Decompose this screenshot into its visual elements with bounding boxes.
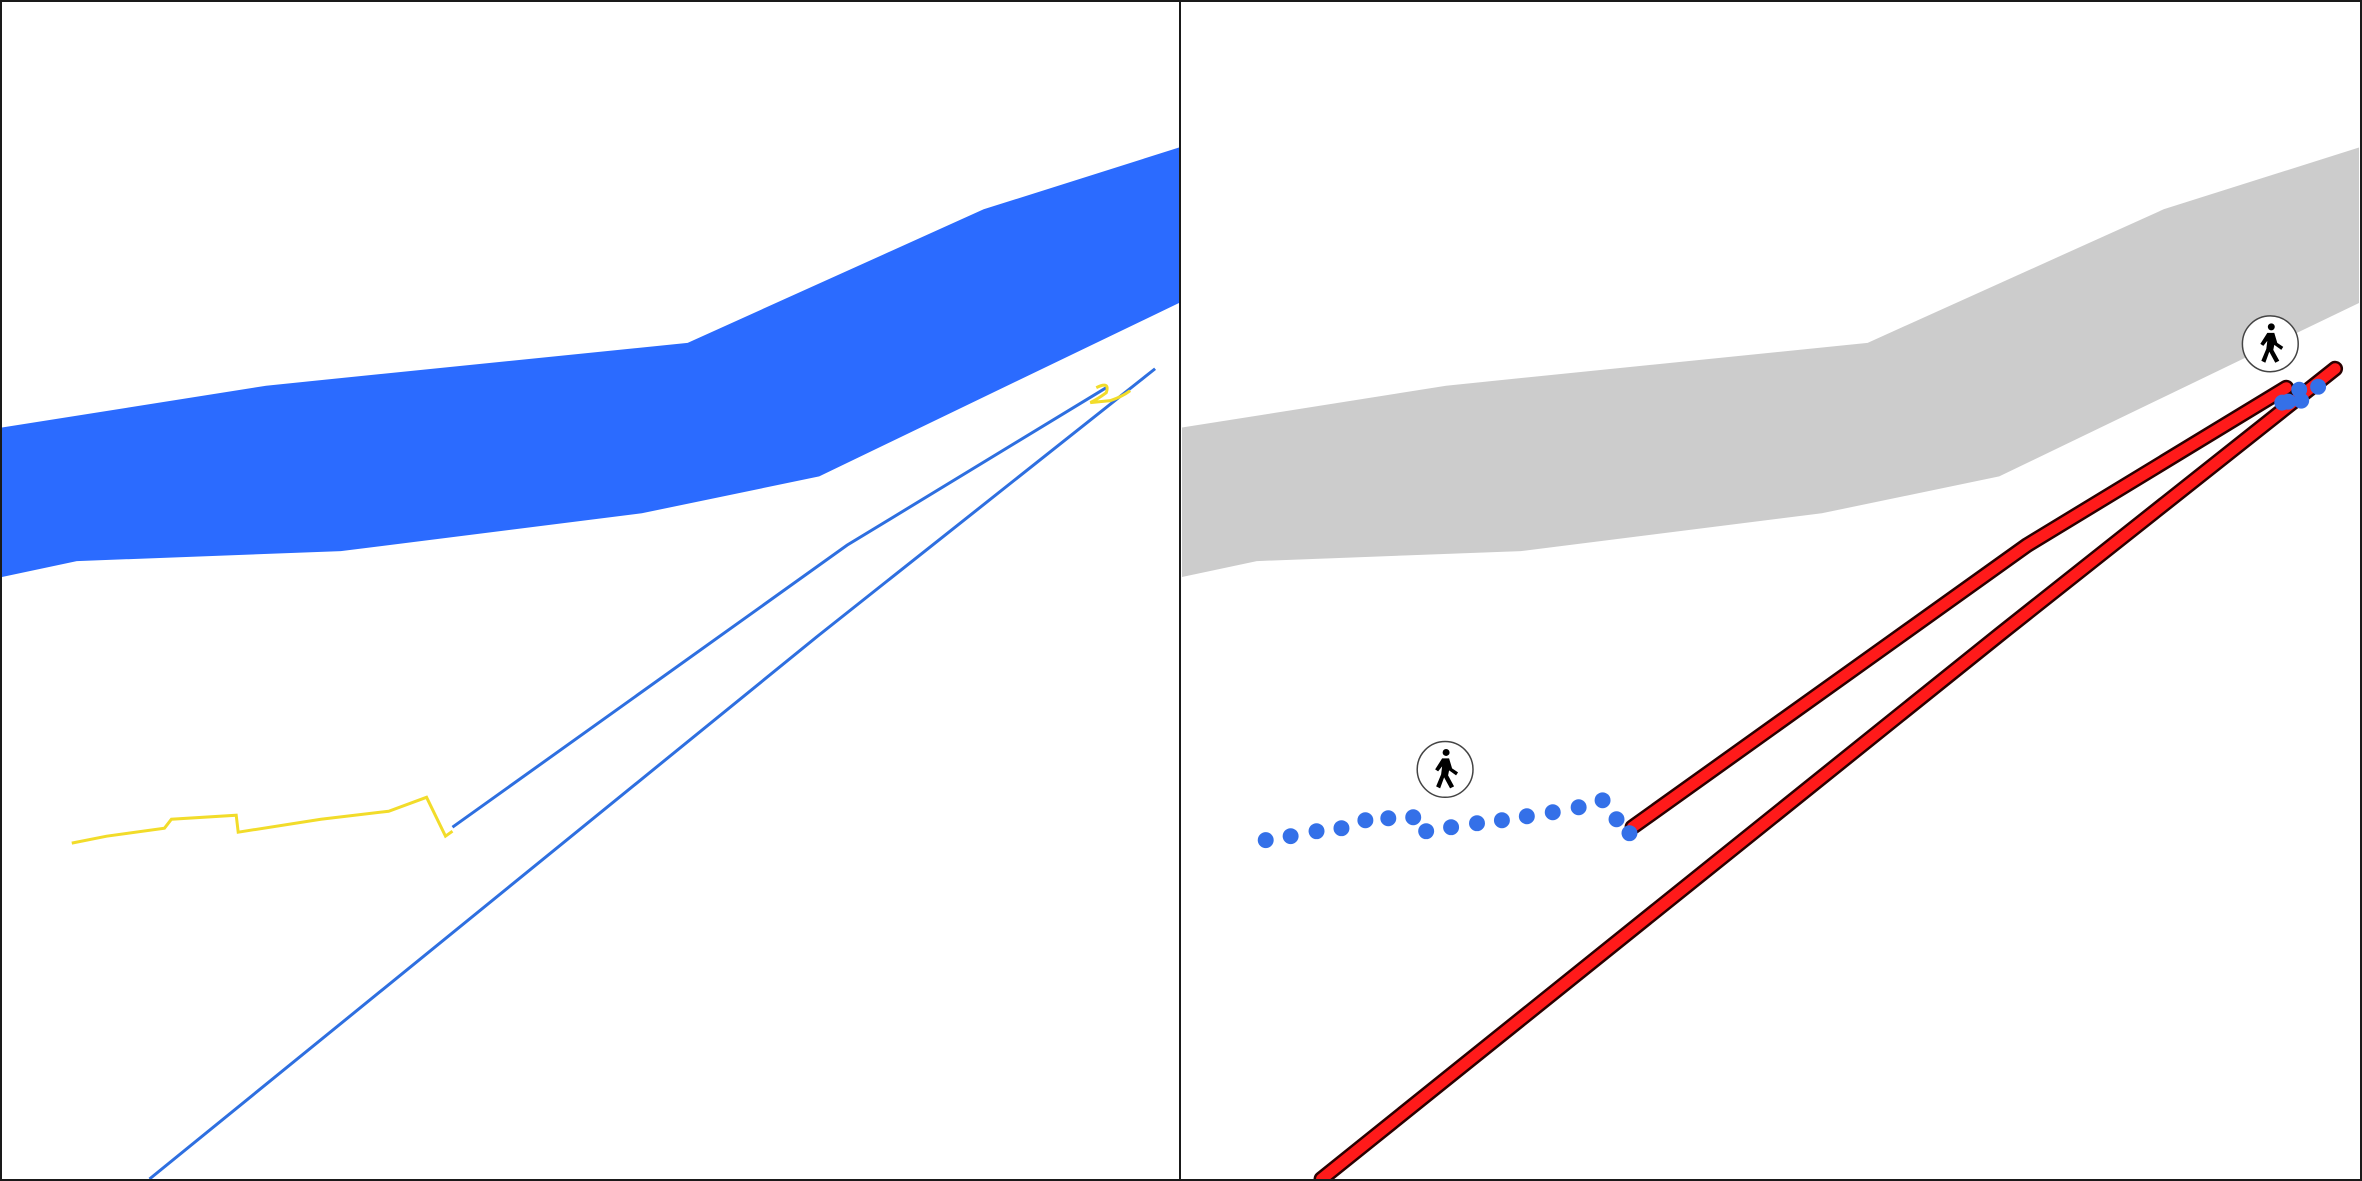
walking-dot <box>1621 825 1638 842</box>
walking-dot <box>2280 393 2297 410</box>
right-map-panel[interactable] <box>1181 0 2362 1181</box>
walking-dot <box>1380 810 1397 827</box>
walking-dot <box>1594 792 1611 809</box>
walking-dots <box>1257 378 2327 849</box>
walking-dot <box>1518 808 1535 825</box>
pedestrian-marker-start[interactable] <box>1416 740 1474 799</box>
river-area <box>2 147 1179 578</box>
highlighted-route-b <box>1316 363 2341 1179</box>
highlighted-route-a <box>1626 382 2292 833</box>
walking-dot <box>1570 799 1587 816</box>
right-map-canvas <box>1182 147 2359 1179</box>
walking-dot <box>2293 392 2310 409</box>
walking-dot <box>1282 828 1299 845</box>
left-map-panel[interactable] <box>0 0 1181 1181</box>
walking-dot <box>1443 819 1460 836</box>
transit-route-line-a <box>451 386 1108 829</box>
transit-route-line-b <box>148 367 1157 1179</box>
walking-dot <box>1418 823 1435 840</box>
walking-dot <box>1405 809 1422 826</box>
walking-route-squiggle <box>1089 383 1132 405</box>
walking-dot <box>1308 823 1325 840</box>
walking-dot <box>1469 815 1485 832</box>
walking-route-line <box>71 795 454 845</box>
left-map-canvas <box>2 147 1179 1179</box>
walking-dot <box>1608 811 1625 828</box>
walking-dot <box>1493 812 1510 829</box>
walking-dot <box>1333 820 1350 837</box>
walking-person-icon <box>2260 323 2284 363</box>
walking-dot <box>1357 812 1374 829</box>
walking-dot <box>1544 804 1561 821</box>
pedestrian-marker-end[interactable] <box>2241 315 2299 373</box>
walking-dot <box>1257 832 1274 849</box>
walking-dot <box>2310 378 2327 395</box>
river-area-muted <box>1182 147 2359 578</box>
walking-person-icon <box>1435 748 1459 789</box>
